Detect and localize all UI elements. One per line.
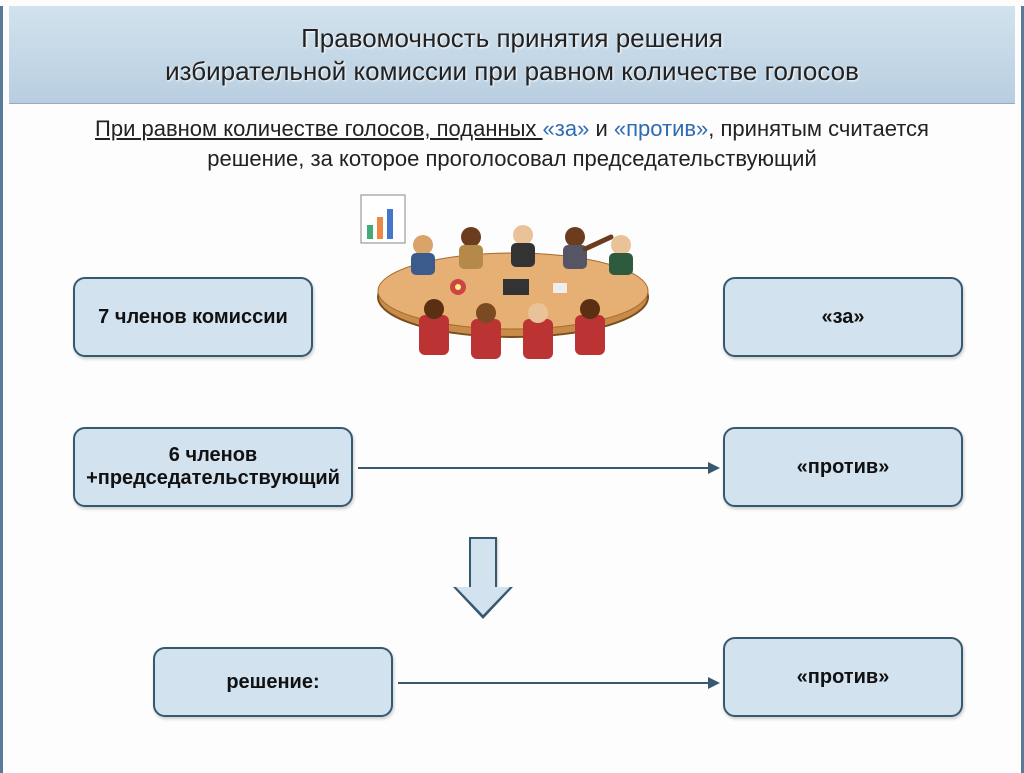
arrow-decision-to-protiv <box>398 682 718 684</box>
box-za: «за» <box>723 277 963 357</box>
box-za-label: «за» <box>821 306 864 329</box>
diagram-stage: 7 членов комиссии «за» 6 членов +председ… <box>3 177 1021 757</box>
down-arrow-icon <box>453 537 513 619</box>
subtitle-pre: При равном количестве голосов, поданных <box>95 116 543 141</box>
box-6-members: 6 членов +председательствующий <box>73 427 353 507</box>
box-protiv-1-label: «против» <box>797 456 890 479</box>
box-7-members-label: 7 членов комиссии <box>98 306 288 329</box>
subtitle-mid: и <box>589 116 614 141</box>
arrow-members6-to-protiv <box>358 467 718 469</box>
subtitle-protiv: «против» <box>614 116 708 141</box>
subtitle: При равном количестве голосов, поданных … <box>3 104 1021 177</box>
box-protiv-2-label: «против» <box>797 666 890 689</box>
page-title: Правомочность принятия решения избирател… <box>49 22 975 87</box>
title-line1: Правомочность принятия решения <box>301 23 723 53</box>
box-7-members: 7 членов комиссии <box>73 277 313 357</box>
box-protiv-1: «против» <box>723 427 963 507</box>
meeting-illustration <box>353 187 673 367</box>
box-protiv-2: «против» <box>723 637 963 717</box>
box-decision: решение: <box>153 647 393 717</box>
subtitle-za: «за» <box>543 116 590 141</box>
title-band: Правомочность принятия решения избирател… <box>9 6 1015 104</box>
title-line2: избирательной комиссии при равном количе… <box>165 56 859 86</box>
box-decision-label: решение: <box>226 671 319 694</box>
box-6-members-label: 6 членов +председательствующий <box>86 444 340 490</box>
